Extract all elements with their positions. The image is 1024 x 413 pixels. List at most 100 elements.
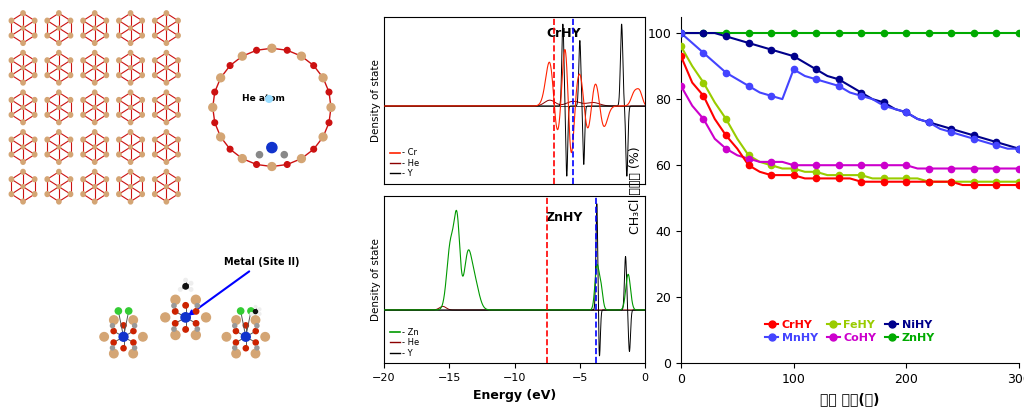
- Circle shape: [164, 120, 169, 125]
- Circle shape: [93, 185, 96, 189]
- Circle shape: [153, 192, 157, 197]
- Circle shape: [117, 137, 121, 142]
- Circle shape: [116, 308, 122, 314]
- Circle shape: [56, 130, 61, 135]
- Circle shape: [110, 349, 118, 358]
- Circle shape: [140, 58, 144, 63]
- Circle shape: [33, 58, 37, 63]
- Circle shape: [233, 328, 239, 334]
- Circle shape: [45, 58, 49, 63]
- Circle shape: [81, 18, 85, 23]
- Circle shape: [231, 316, 241, 324]
- Circle shape: [258, 308, 261, 311]
- Circle shape: [255, 346, 259, 350]
- Circle shape: [140, 18, 144, 23]
- Circle shape: [191, 295, 201, 304]
- Circle shape: [69, 112, 73, 117]
- Circle shape: [69, 152, 73, 157]
- Circle shape: [22, 26, 25, 30]
- Circle shape: [104, 192, 109, 197]
- Circle shape: [222, 332, 230, 341]
- Circle shape: [22, 105, 25, 109]
- Circle shape: [254, 309, 258, 313]
- Circle shape: [164, 130, 169, 135]
- Circle shape: [45, 177, 49, 182]
- Circle shape: [140, 177, 144, 182]
- Circle shape: [153, 177, 157, 182]
- Y-axis label: Density of state: Density of state: [372, 59, 381, 142]
- Circle shape: [129, 26, 132, 30]
- Circle shape: [9, 192, 13, 197]
- Circle shape: [212, 120, 217, 126]
- Circle shape: [256, 152, 262, 158]
- Circle shape: [56, 80, 61, 85]
- Circle shape: [232, 346, 237, 350]
- Circle shape: [20, 199, 26, 204]
- Circle shape: [45, 73, 49, 78]
- Circle shape: [153, 33, 157, 38]
- Circle shape: [104, 33, 109, 38]
- Circle shape: [117, 73, 121, 78]
- Circle shape: [104, 137, 109, 142]
- Circle shape: [56, 11, 61, 16]
- Circle shape: [126, 308, 132, 314]
- Circle shape: [140, 33, 144, 38]
- Circle shape: [81, 97, 85, 102]
- Circle shape: [33, 112, 37, 117]
- Circle shape: [138, 332, 147, 341]
- Circle shape: [100, 332, 109, 341]
- Circle shape: [57, 26, 60, 30]
- Circle shape: [104, 152, 109, 157]
- Circle shape: [140, 73, 144, 78]
- Circle shape: [117, 97, 121, 102]
- Circle shape: [254, 161, 259, 167]
- Text: ZnHY: ZnHY: [546, 211, 584, 224]
- Circle shape: [153, 58, 157, 63]
- Circle shape: [227, 63, 232, 69]
- Circle shape: [33, 33, 37, 38]
- Circle shape: [239, 52, 246, 60]
- Circle shape: [56, 120, 61, 125]
- Circle shape: [9, 33, 13, 38]
- Circle shape: [128, 199, 133, 204]
- Circle shape: [164, 199, 169, 204]
- Circle shape: [33, 152, 37, 157]
- Circle shape: [153, 152, 157, 157]
- Circle shape: [45, 97, 49, 102]
- Circle shape: [129, 66, 132, 70]
- Circle shape: [171, 295, 180, 304]
- Circle shape: [244, 346, 249, 351]
- Circle shape: [140, 137, 144, 142]
- Circle shape: [164, 40, 169, 45]
- Circle shape: [81, 192, 85, 197]
- Circle shape: [129, 316, 137, 324]
- Circle shape: [111, 328, 116, 334]
- Circle shape: [268, 44, 275, 52]
- Circle shape: [251, 349, 260, 358]
- Circle shape: [9, 97, 13, 102]
- Circle shape: [81, 152, 85, 157]
- Circle shape: [165, 105, 168, 109]
- Circle shape: [121, 346, 126, 351]
- Circle shape: [189, 282, 193, 285]
- Circle shape: [20, 50, 26, 55]
- Circle shape: [81, 112, 85, 117]
- Circle shape: [57, 105, 60, 109]
- Circle shape: [56, 169, 61, 174]
- Circle shape: [172, 320, 178, 326]
- Circle shape: [93, 145, 96, 149]
- Circle shape: [285, 161, 290, 167]
- Circle shape: [45, 192, 49, 197]
- Circle shape: [165, 185, 168, 189]
- Circle shape: [92, 159, 97, 164]
- Text: Metal (Site II): Metal (Site II): [189, 257, 300, 314]
- Circle shape: [327, 89, 332, 95]
- Circle shape: [20, 80, 26, 85]
- Circle shape: [22, 66, 25, 70]
- Circle shape: [45, 33, 49, 38]
- Circle shape: [117, 33, 121, 38]
- Circle shape: [104, 112, 109, 117]
- Circle shape: [20, 169, 26, 174]
- Circle shape: [164, 90, 169, 95]
- Circle shape: [131, 328, 136, 334]
